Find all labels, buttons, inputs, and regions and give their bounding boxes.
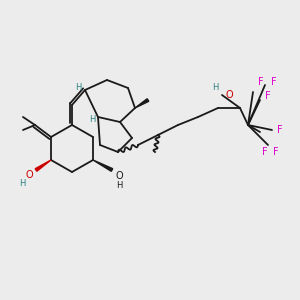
- Text: F: F: [271, 77, 277, 87]
- Text: F: F: [273, 147, 279, 157]
- Text: H: H: [116, 181, 122, 190]
- Text: H: H: [19, 178, 25, 188]
- Text: F: F: [258, 77, 264, 87]
- Text: H: H: [212, 82, 218, 91]
- Polygon shape: [135, 99, 149, 108]
- Text: O: O: [225, 90, 233, 100]
- Polygon shape: [35, 160, 51, 171]
- Polygon shape: [93, 160, 113, 171]
- Text: F: F: [277, 125, 283, 135]
- Text: F: F: [265, 91, 271, 101]
- Text: O: O: [25, 170, 33, 180]
- Text: H: H: [89, 116, 95, 124]
- Text: F: F: [262, 147, 268, 157]
- Text: H: H: [75, 83, 81, 92]
- Text: O: O: [115, 171, 123, 181]
